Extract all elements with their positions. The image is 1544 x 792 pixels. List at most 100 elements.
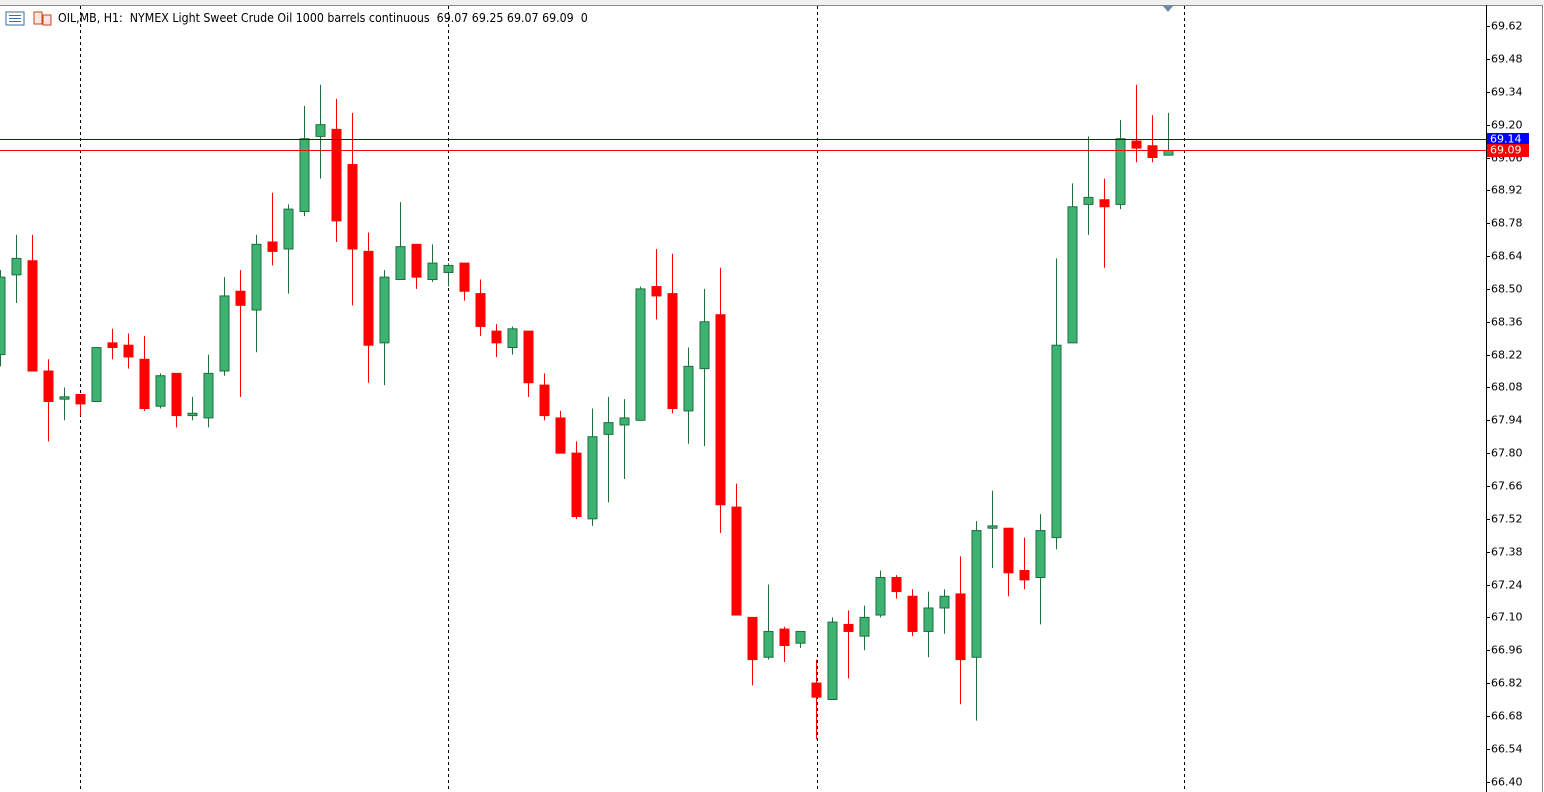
candle-body — [299, 138, 310, 212]
candle-body — [331, 128, 342, 222]
candle-body — [747, 616, 758, 661]
candle-body — [75, 393, 86, 405]
candle-body — [555, 417, 566, 454]
candle-body — [1083, 196, 1094, 205]
candle-body — [1131, 140, 1142, 149]
candle-body — [987, 525, 998, 529]
candle-body — [891, 576, 902, 593]
candle-body — [875, 576, 886, 616]
candle-body — [363, 250, 374, 346]
y-tick-label: 67.38 — [1491, 546, 1523, 559]
candle-body — [507, 328, 518, 349]
candle-body — [395, 246, 406, 281]
price-label: 69.14 — [1490, 133, 1522, 146]
candle-body — [427, 262, 438, 281]
y-tick-label: 68.08 — [1491, 381, 1523, 394]
window-top — [0, 0, 1544, 5]
candle-body — [603, 422, 614, 435]
candle-body — [955, 593, 966, 661]
candle-body — [1003, 527, 1014, 574]
last-low: 69.07 — [506, 11, 539, 25]
candle-body — [27, 260, 38, 372]
candle-body — [187, 412, 198, 417]
y-tick-label: 69.34 — [1491, 86, 1523, 99]
candle-body — [315, 124, 326, 137]
candle-body — [379, 276, 390, 344]
candle-body — [1147, 145, 1158, 159]
candle-body — [635, 288, 646, 421]
icon-chart — [33, 11, 43, 25]
y-tick-label: 66.96 — [1491, 644, 1523, 657]
candle-body — [475, 293, 486, 327]
candle-body — [139, 358, 150, 410]
candle-body — [699, 321, 710, 370]
period-separators — [80, 6, 1185, 792]
last-open: 69.07 — [436, 11, 469, 25]
candle-body — [491, 330, 502, 344]
candle-body — [203, 372, 214, 419]
candle-body — [651, 286, 662, 297]
candle-body — [91, 347, 102, 403]
chart-shift-marker — [1163, 6, 1173, 12]
candle-body — [539, 384, 550, 417]
candle-body — [1035, 530, 1046, 578]
y-tick-label: 68.64 — [1491, 250, 1523, 263]
candle-body — [347, 164, 358, 250]
candle-body — [1115, 138, 1126, 205]
y-tick-label: 67.52 — [1491, 513, 1523, 526]
candle-body — [795, 630, 806, 644]
candle-body — [939, 595, 950, 609]
candle-body — [1067, 206, 1078, 344]
candle-body — [715, 314, 726, 506]
candle-body — [763, 630, 774, 658]
candle-body — [235, 290, 246, 306]
candle-body — [923, 607, 934, 632]
candle-body — [1019, 569, 1030, 581]
y-tick-label: 67.80 — [1491, 447, 1523, 460]
candle-body — [59, 396, 70, 400]
candle-body — [1051, 344, 1062, 539]
candle-body — [155, 375, 166, 407]
candle-body — [683, 365, 694, 412]
candle-body — [619, 417, 630, 426]
candle-body — [827, 621, 838, 700]
header-icons — [5, 11, 52, 26]
candle-body — [523, 330, 534, 384]
y-tick-label: 67.66 — [1491, 480, 1523, 493]
candle-body — [843, 623, 854, 632]
last-close: 69.09 — [542, 11, 574, 25]
candle-body — [283, 208, 294, 250]
y-tick-label: 68.92 — [1491, 184, 1523, 197]
candle-body — [859, 616, 870, 637]
candle-body — [0, 276, 6, 356]
chart-header: OIL,MB, H1: NYMEX Light Sweet Crude Oil … — [58, 11, 588, 25]
y-tick-label: 67.94 — [1491, 414, 1523, 427]
candle-body — [43, 370, 54, 403]
y-tick-label: 68.22 — [1491, 349, 1523, 362]
candle-body — [811, 682, 822, 698]
candle-body — [779, 628, 790, 647]
candle-body — [587, 436, 598, 520]
y-tick-label: 66.54 — [1491, 743, 1523, 756]
y-tick-label: 69.48 — [1491, 53, 1523, 66]
candle-body — [1163, 149, 1174, 156]
candle-body — [971, 530, 982, 658]
candle-body — [667, 293, 678, 410]
candle-body — [571, 452, 582, 517]
y-tick-label: 67.10 — [1491, 611, 1523, 624]
candle-body — [107, 342, 118, 349]
candle-body — [907, 595, 918, 632]
y-tick-label: 69.20 — [1491, 119, 1523, 132]
y-tick-label: 69.62 — [1491, 20, 1523, 33]
icon-chart — [42, 14, 52, 26]
price-label-box — [1487, 144, 1529, 157]
price-label: 69.09 — [1490, 144, 1522, 157]
candle-body — [1099, 199, 1110, 208]
candle-body — [267, 241, 278, 252]
candle-body — [459, 262, 470, 292]
last-high: 69.25 — [471, 11, 504, 25]
y-tick-label: 68.50 — [1491, 283, 1523, 296]
candle-body — [731, 506, 742, 616]
